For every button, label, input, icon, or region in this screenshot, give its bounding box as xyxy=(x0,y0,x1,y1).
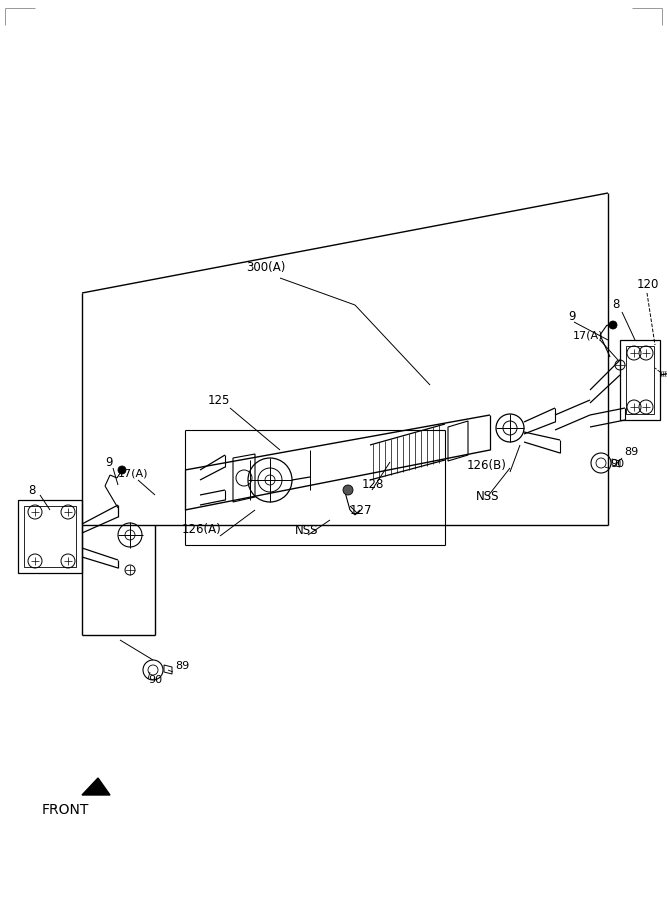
Text: 300(A): 300(A) xyxy=(246,262,285,274)
Text: 17(A): 17(A) xyxy=(573,330,604,340)
Text: 17(A): 17(A) xyxy=(118,469,149,479)
Text: 9: 9 xyxy=(105,455,113,469)
Text: 8: 8 xyxy=(612,299,620,311)
Text: 9: 9 xyxy=(568,310,576,323)
Text: 126(A): 126(A) xyxy=(182,524,221,536)
Text: 128: 128 xyxy=(362,478,384,491)
Text: 120: 120 xyxy=(637,277,660,291)
Circle shape xyxy=(118,466,126,474)
Text: NSS: NSS xyxy=(295,524,319,536)
Text: 90: 90 xyxy=(148,675,162,685)
Text: 126(B): 126(B) xyxy=(467,458,507,472)
Text: NSS: NSS xyxy=(476,490,500,502)
Circle shape xyxy=(609,321,617,329)
Circle shape xyxy=(343,485,353,495)
Text: 127: 127 xyxy=(350,503,372,517)
Text: 125: 125 xyxy=(208,393,230,407)
Polygon shape xyxy=(82,778,110,795)
Text: FRONT: FRONT xyxy=(42,803,89,817)
Text: 89: 89 xyxy=(175,661,189,671)
Text: 90: 90 xyxy=(610,459,624,469)
Text: 8: 8 xyxy=(28,483,35,497)
Text: 89: 89 xyxy=(624,447,638,457)
